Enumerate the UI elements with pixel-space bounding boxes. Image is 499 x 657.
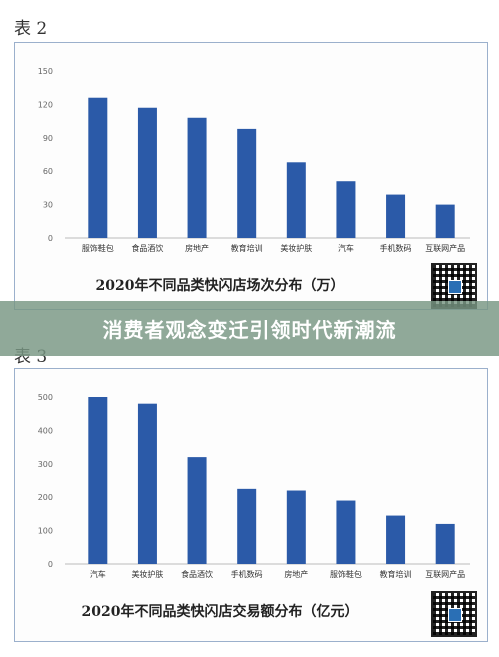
chart-1-title: 2020年不同品类快闪店场次分布（万）	[95, 278, 345, 294]
bar	[386, 515, 406, 564]
x-tick-label: 服饰鞋包	[82, 243, 114, 253]
y-tick-label: 60	[43, 167, 53, 176]
x-tick-label: 房地产	[284, 569, 308, 579]
y-tick-label: 150	[38, 67, 53, 76]
x-tick-label: 手机数码	[380, 243, 412, 253]
x-tick-label: 教育培训	[380, 569, 412, 579]
bar	[336, 500, 356, 564]
x-tick-label: 手机数码	[231, 569, 263, 579]
x-tick-label: 房地产	[185, 243, 209, 253]
x-tick-label: 汽车	[338, 243, 354, 253]
x-tick-label: 美妆护肤	[131, 569, 163, 579]
x-tick-label: 美妆护肤	[280, 243, 312, 253]
x-tick-label: 教育培训	[231, 243, 263, 253]
bar	[336, 181, 356, 238]
bar	[435, 523, 455, 564]
y-tick-label: 30	[43, 201, 53, 210]
chart-1-plot: 0 30 60 90 120 150 服饰鞋包 食品酒饮 房地产 教育培训 美妆护肤 汽车 手机数码 互联…	[38, 67, 470, 253]
bar	[137, 403, 157, 564]
chart-panel-1: 0 30 60 90 120 150 服饰鞋包 食品酒饮 房地产 教育培训 美妆护肤 汽车 手机数码 互联…	[14, 42, 488, 310]
y-tick-label: 400	[38, 426, 53, 435]
y-tick-label: 120	[38, 100, 53, 109]
bar	[237, 488, 257, 564]
bar	[137, 107, 157, 239]
x-tick-label: 汽车	[90, 569, 106, 579]
bar	[88, 97, 108, 238]
bar	[386, 194, 406, 238]
headline-banner: 消费者观念变迁引领时代新潮流	[0, 301, 499, 356]
chart-2-plot: 0 100 200 300 400 500 汽车 美妆护肤 食品酒饮 手机数码 房地产 服饰鞋包 教育培…	[38, 393, 470, 579]
table-2-label: 表 2	[14, 19, 48, 39]
bar	[88, 397, 108, 564]
y-tick-label: 90	[43, 134, 53, 143]
x-tick-label: 互联网产品	[425, 569, 465, 579]
x-tick-label: 食品酒饮	[181, 569, 213, 579]
y-tick-label: 500	[38, 393, 53, 402]
x-tick-label: 食品酒饮	[131, 243, 163, 253]
qr-code-icon	[431, 591, 477, 637]
x-tick-label: 服饰鞋包	[330, 569, 362, 579]
y-tick-label: 0	[48, 560, 53, 569]
bar	[286, 162, 306, 238]
y-tick-label: 0	[48, 234, 53, 243]
chart-panel-2: 0 100 200 300 400 500 汽车 美妆护肤 食品酒饮 手机数码 房地产 服饰鞋包 教育培…	[14, 368, 488, 642]
x-tick-label: 互联网产品	[425, 243, 465, 253]
y-tick-label: 300	[38, 460, 53, 469]
bar	[237, 128, 257, 238]
bar	[187, 457, 207, 564]
y-tick-label: 100	[38, 527, 53, 536]
bar	[187, 117, 207, 238]
chart-2-title: 2020年不同品类快闪店交易额分布（亿元）	[81, 604, 359, 620]
bar	[286, 490, 306, 564]
qr-code-icon	[431, 263, 477, 309]
y-tick-label: 200	[38, 493, 53, 502]
bar	[435, 204, 455, 238]
